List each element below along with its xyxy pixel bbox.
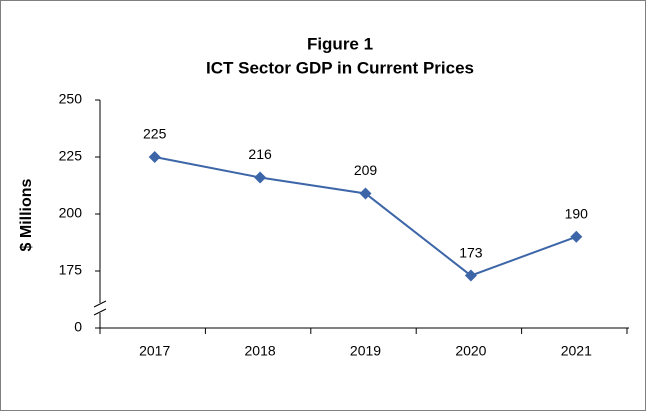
data-label: 173 (459, 244, 483, 260)
y-axis-label: $ Millions (18, 178, 35, 251)
chart-title: Figure 1 (307, 34, 373, 53)
data-label: 225 (143, 126, 167, 142)
y-tick-label: 225 (59, 148, 83, 164)
y-tick-label: 250 (59, 91, 83, 107)
x-tick-label: 2018 (245, 343, 276, 359)
data-label: 190 (565, 206, 589, 222)
y-tick-label: 175 (59, 262, 83, 278)
marker (254, 171, 267, 184)
x-tick-label: 2021 (561, 343, 592, 359)
axis-break (93, 300, 107, 316)
x-tick-label: 2019 (350, 343, 381, 359)
x-tick-label: 2017 (139, 343, 170, 359)
marker (148, 151, 161, 163)
marker (359, 187, 372, 200)
data-label: 209 (354, 162, 378, 178)
axis-break-mark (93, 300, 107, 308)
y-tick-label: 0 (74, 319, 82, 335)
x-tick-label: 2020 (455, 343, 486, 359)
marker (570, 230, 583, 243)
y-tick-label: 200 (59, 205, 83, 221)
marker (464, 269, 477, 282)
chart-subtitle: ICT Sector GDP in Current Prices (206, 58, 474, 77)
axis-break-gap (94, 303, 106, 313)
data-label: 216 (248, 146, 272, 162)
axis-break-mark (93, 308, 107, 316)
